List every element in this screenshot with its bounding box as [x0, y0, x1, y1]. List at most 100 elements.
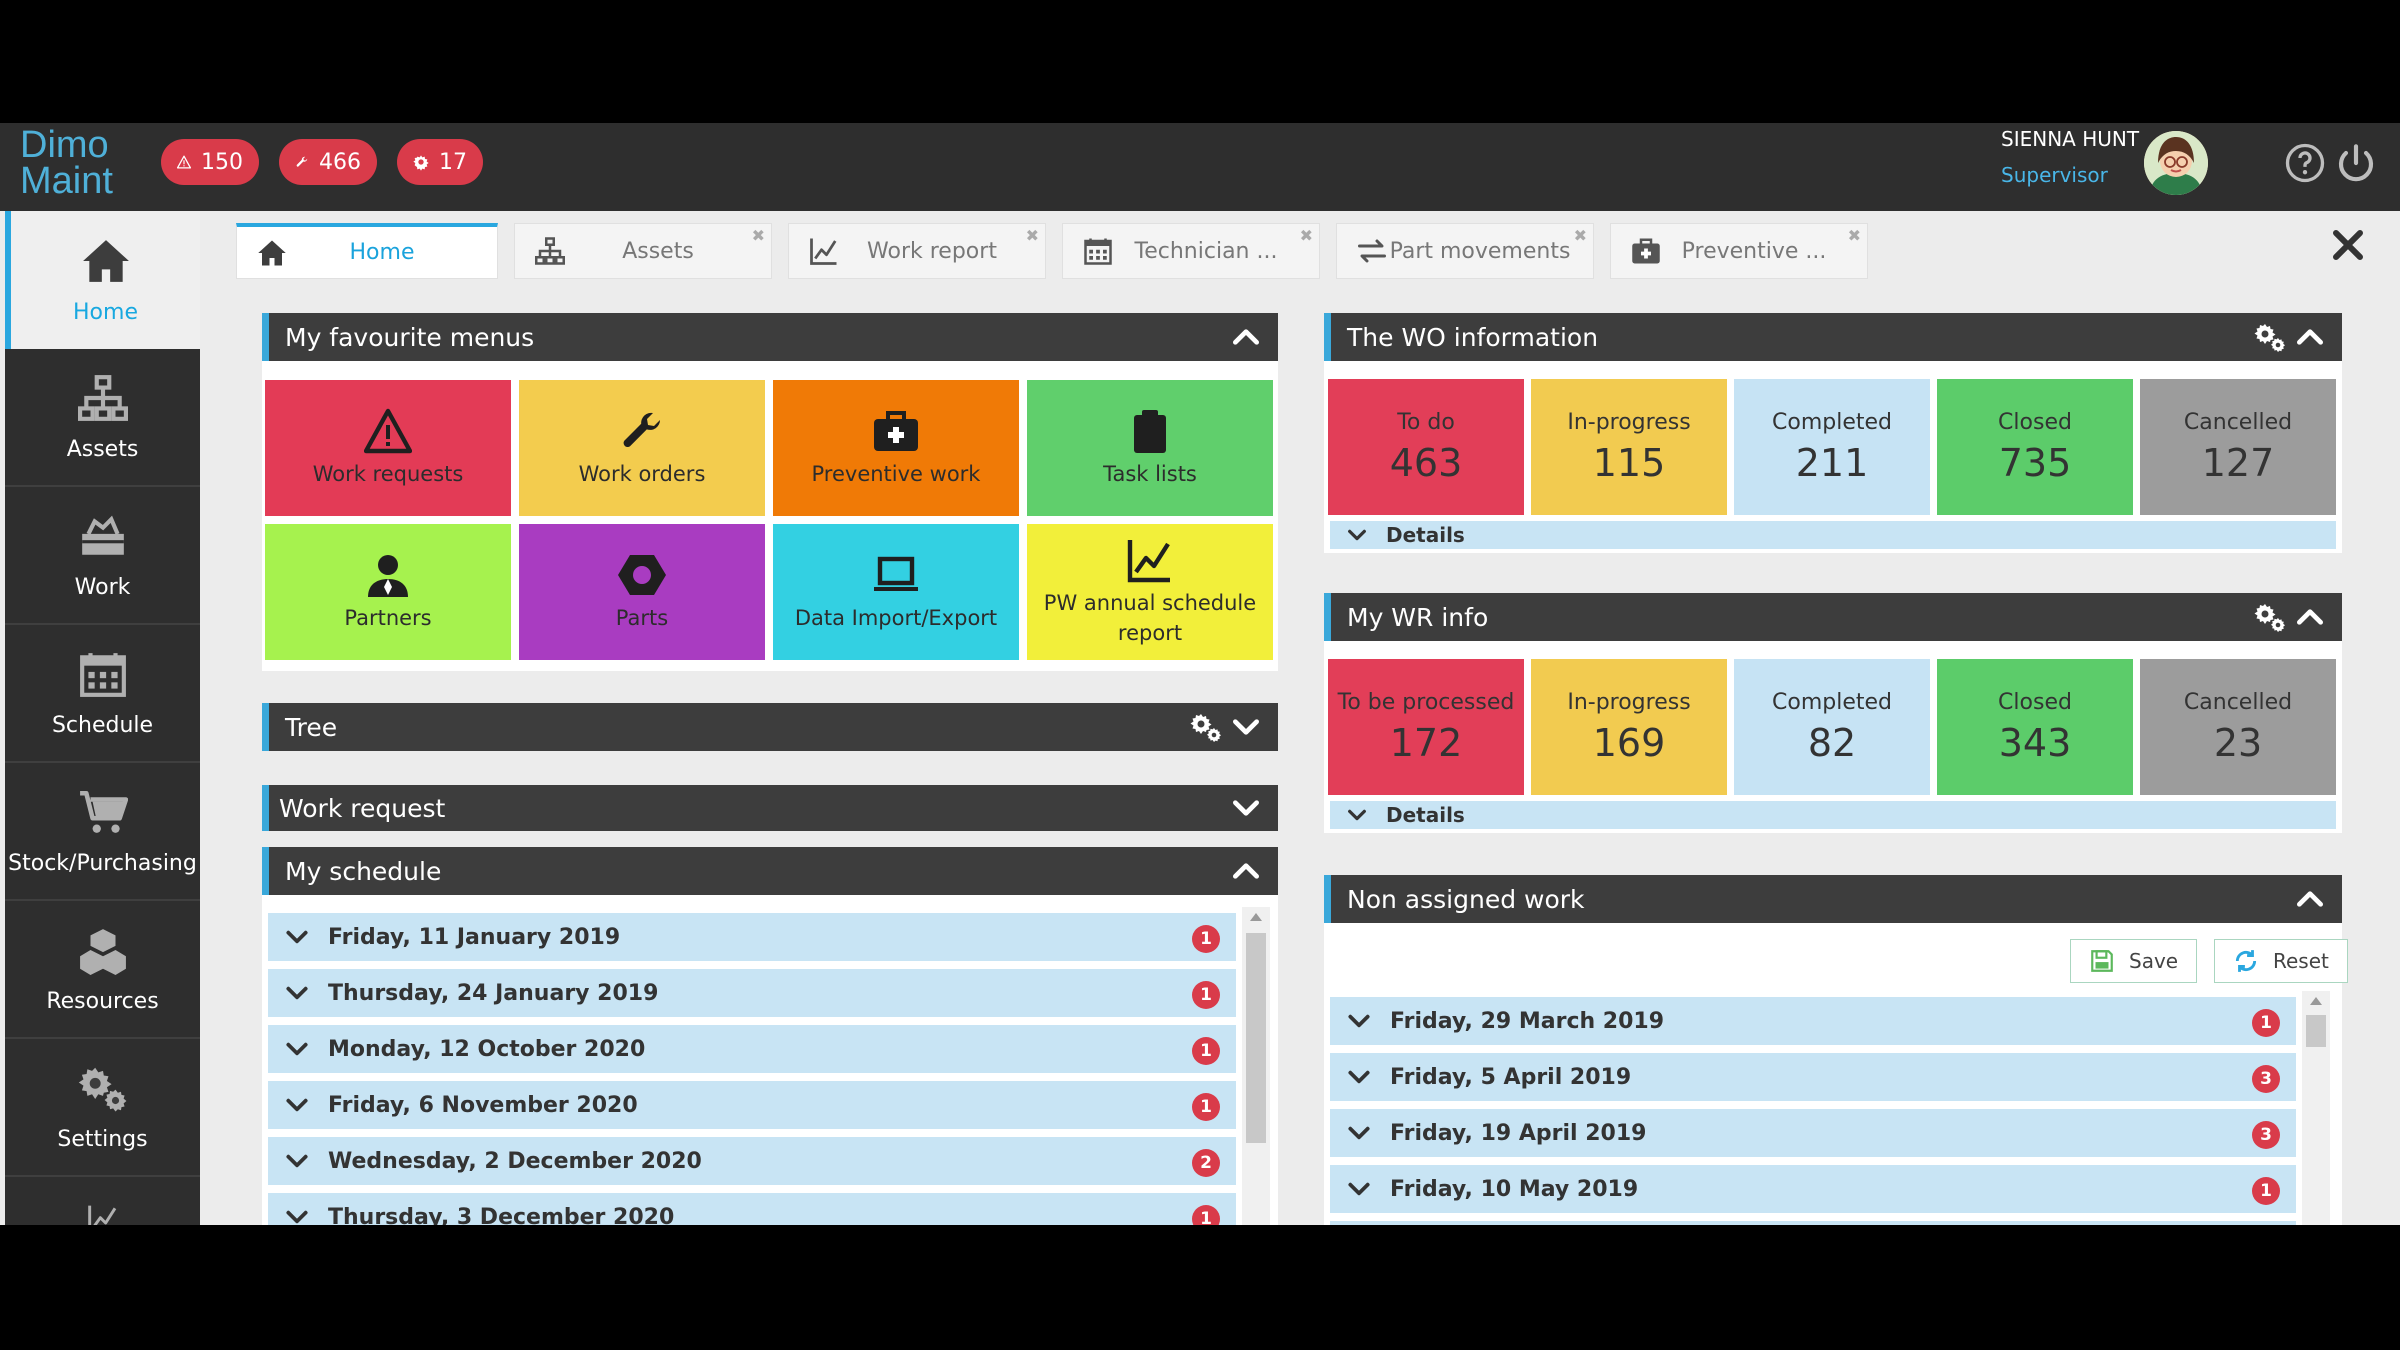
fav-tile-label: Task lists — [1103, 462, 1197, 486]
avatar[interactable] — [2144, 131, 2208, 195]
stat-label: Closed — [1998, 409, 2072, 435]
tab-close-icon[interactable]: ✖ — [1847, 226, 1861, 245]
tab-work-report[interactable]: Work report ✖ — [788, 223, 1046, 279]
fav-tile-pw-annual-schedule-report[interactable]: PW annual schedule report — [1027, 524, 1273, 660]
work-request-alert-badge[interactable]: 150 — [161, 139, 259, 185]
user-name[interactable]: SIENNA HUNT — [2001, 127, 2140, 151]
fav-tile-data-import-export[interactable]: Data Import/Export — [773, 524, 1019, 660]
wo-stat-to-do[interactable]: To do 463 — [1328, 379, 1524, 515]
schedule-scrollbar[interactable] — [1242, 907, 1270, 1225]
fav-tile-task-lists[interactable]: Task lists — [1027, 380, 1273, 516]
schedule-row[interactable]: Friday, 11 January 2019 1 — [268, 913, 1236, 961]
app-logo[interactable]: Dimo Maint — [20, 124, 135, 200]
app-window: Dimo Maint 150 466 17 SIENNA HUNT Superv… — [0, 123, 2400, 1225]
settings-gears-icon[interactable] — [2254, 321, 2286, 353]
power-icon[interactable] — [2336, 143, 2376, 183]
wr-details-toggle[interactable]: Details — [1330, 801, 2336, 829]
scrollbar-thumb[interactable] — [1246, 933, 1266, 1143]
non-assigned-scrollbar[interactable] — [2302, 991, 2330, 1225]
expand-chevron-down-icon[interactable] — [1230, 792, 1262, 824]
wr-stat-to-be-processed[interactable]: To be processed 172 — [1328, 659, 1524, 795]
non-assigned-row[interactable]: Friday, 5 April 2019 3 — [1330, 1053, 2296, 1101]
fav-tile-work-orders[interactable]: Work orders — [519, 380, 765, 516]
schedule-row-count-badge: 2 — [1192, 1149, 1220, 1177]
tab-label: Assets — [622, 238, 694, 264]
refresh-icon — [2233, 948, 2259, 974]
panel-header[interactable]: Tree — [262, 703, 1278, 751]
tab-part-movements[interactable]: Part movements ✖ — [1336, 223, 1594, 279]
collapse-chevron-up-icon[interactable] — [1230, 855, 1262, 887]
stat-value: 169 — [1592, 720, 1666, 765]
collapse-chevron-up-icon[interactable] — [1230, 321, 1262, 353]
fav-tile-label: Partners — [344, 606, 432, 630]
scrollbar-thumb[interactable] — [2306, 1015, 2326, 1047]
schedule-row-count-badge: 1 — [1192, 925, 1220, 953]
save-icon — [2089, 948, 2115, 974]
non-assigned-row[interactable]: Friday, 29 March 2019 1 — [1330, 997, 2296, 1045]
wo-stat-cancelled[interactable]: Cancelled 127 — [2140, 379, 2336, 515]
close-all-tabs-icon[interactable] — [2330, 227, 2366, 263]
save-button[interactable]: Save — [2070, 939, 2198, 983]
tab-home[interactable]: Home — [236, 223, 498, 279]
reset-button-label: Reset — [2273, 949, 2329, 973]
sidebar-item-schedule[interactable]: Schedule — [5, 625, 200, 763]
wo-stat-in-progress[interactable]: In-progress 115 — [1531, 379, 1727, 515]
tab-preventive[interactable]: Preventive ... ✖ — [1610, 223, 1868, 279]
non-assigned-row[interactable]: Friday, 10 May 2019 1 — [1330, 1165, 2296, 1213]
fav-tile-preventive-work[interactable]: Preventive work — [773, 380, 1019, 516]
chevron-down-icon — [284, 1092, 310, 1118]
tab-close-icon[interactable]: ✖ — [1573, 226, 1587, 245]
schedule-row[interactable]: Wednesday, 2 December 2020 2 — [268, 1137, 1236, 1185]
sidebar-item-reports[interactable] — [5, 1177, 200, 1225]
wo-stat-closed[interactable]: Closed 735 — [1937, 379, 2133, 515]
scroll-up-arrow-icon[interactable] — [1250, 913, 1262, 921]
fav-tile-work-requests[interactable]: Work requests — [265, 380, 511, 516]
collapse-chevron-up-icon[interactable] — [2294, 321, 2326, 353]
wr-stat-closed[interactable]: Closed 343 — [1937, 659, 2133, 795]
tab-close-icon[interactable]: ✖ — [1025, 226, 1039, 245]
non-assigned-row[interactable] — [1330, 1221, 2296, 1225]
scroll-up-arrow-icon[interactable] — [2310, 997, 2322, 1005]
favourite-menus-panel: My favourite menus Work requests Work or… — [262, 313, 1278, 671]
settings-gears-icon[interactable] — [2254, 601, 2286, 633]
warning-icon — [364, 407, 412, 455]
fav-tile-parts[interactable]: Parts — [519, 524, 765, 660]
panel-header[interactable]: Work request — [262, 785, 1278, 831]
collapse-chevron-up-icon[interactable] — [2294, 883, 2326, 915]
reset-button[interactable]: Reset — [2214, 939, 2348, 983]
expand-chevron-down-icon[interactable] — [1230, 711, 1262, 743]
logo-line-1: Dimo — [20, 124, 109, 166]
schedule-row[interactable]: Thursday, 24 January 2019 1 — [268, 969, 1236, 1017]
stat-label: To be processed — [1337, 689, 1515, 715]
sidebar-item-resources[interactable]: Resources — [5, 901, 200, 1039]
tab-close-icon[interactable]: ✖ — [1299, 226, 1313, 245]
chart-line-icon — [1126, 536, 1174, 584]
wr-stat-completed[interactable]: Completed 82 — [1734, 659, 1930, 795]
wo-details-toggle[interactable]: Details — [1330, 521, 2336, 549]
row-date: Friday, 10 May 2019 — [1390, 1176, 1639, 1202]
wo-stat-completed[interactable]: Completed 211 — [1734, 379, 1930, 515]
sidebar-item-assets[interactable]: Assets — [5, 349, 200, 487]
tab-technician[interactable]: Technician ... ✖ — [1062, 223, 1320, 279]
tab-close-icon[interactable]: ✖ — [751, 226, 765, 245]
work-order-alert-badge[interactable]: 466 — [279, 139, 377, 185]
sidebar-item-settings[interactable]: Settings — [5, 1039, 200, 1177]
stat-label: Completed — [1772, 689, 1892, 715]
non-assigned-row[interactable]: Friday, 19 April 2019 3 — [1330, 1109, 2296, 1157]
settings-gears-icon[interactable] — [1190, 711, 1222, 743]
collapse-chevron-up-icon[interactable] — [2294, 601, 2326, 633]
wr-stat-cancelled[interactable]: Cancelled 23 — [2140, 659, 2336, 795]
help-icon[interactable] — [2285, 143, 2325, 183]
wr-stat-in-progress[interactable]: In-progress 169 — [1531, 659, 1727, 795]
schedule-row[interactable]: Thursday, 3 December 2020 1 — [268, 1193, 1236, 1225]
tab-assets[interactable]: Assets ✖ — [514, 223, 772, 279]
schedule-row[interactable]: Friday, 6 November 2020 1 — [268, 1081, 1236, 1129]
sidebar-item-home[interactable]: Home — [5, 211, 200, 349]
fav-tile-label: Work orders — [578, 462, 706, 486]
sidebar-item-stock-purchasing[interactable]: Stock/Purchasing — [5, 763, 200, 901]
fav-tile-partners[interactable]: Partners — [265, 524, 511, 660]
sidebar-item-work[interactable]: Work — [5, 487, 200, 625]
chevron-down-icon — [1346, 524, 1368, 546]
preventive-alert-badge[interactable]: 17 — [397, 139, 483, 185]
schedule-row[interactable]: Monday, 12 October 2020 1 — [268, 1025, 1236, 1073]
